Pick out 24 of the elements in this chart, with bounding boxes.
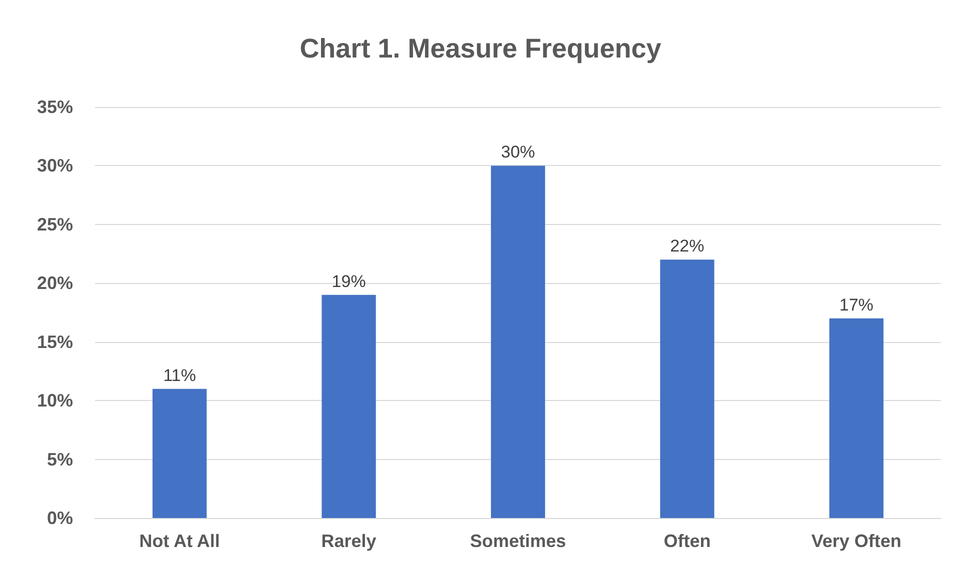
- bar: [660, 260, 714, 518]
- x-tick-label: Very Often: [811, 531, 902, 551]
- x-tick-label: Not At All: [139, 531, 220, 551]
- x-tick-label: Often: [664, 531, 711, 551]
- bar: [322, 294, 376, 518]
- y-tick-label: 25%: [36, 214, 73, 234]
- x-tick-label: Sometimes: [470, 531, 566, 551]
- y-tick-label: 0%: [46, 508, 73, 528]
- x-tick-label: Rarely: [321, 531, 376, 551]
- y-tick-label: 20%: [36, 273, 73, 294]
- bar: [152, 388, 207, 518]
- y-tick-label: 30%: [36, 156, 73, 176]
- chart-title: Chart 1. Measure Frequency: [300, 34, 662, 64]
- data-label: 22%: [670, 236, 704, 256]
- data-label: 30%: [500, 142, 536, 162]
- y-tick-label: 10%: [36, 390, 73, 411]
- y-tick-label: 5%: [46, 449, 73, 470]
- y-tick-label: 35%: [36, 97, 73, 117]
- bar: [829, 318, 884, 518]
- bar: [490, 166, 546, 518]
- y-tick-label: 15%: [36, 332, 73, 352]
- data-label: 11%: [163, 366, 196, 385]
- data-label: 19%: [332, 272, 366, 291]
- data-label: 17%: [839, 295, 874, 314]
